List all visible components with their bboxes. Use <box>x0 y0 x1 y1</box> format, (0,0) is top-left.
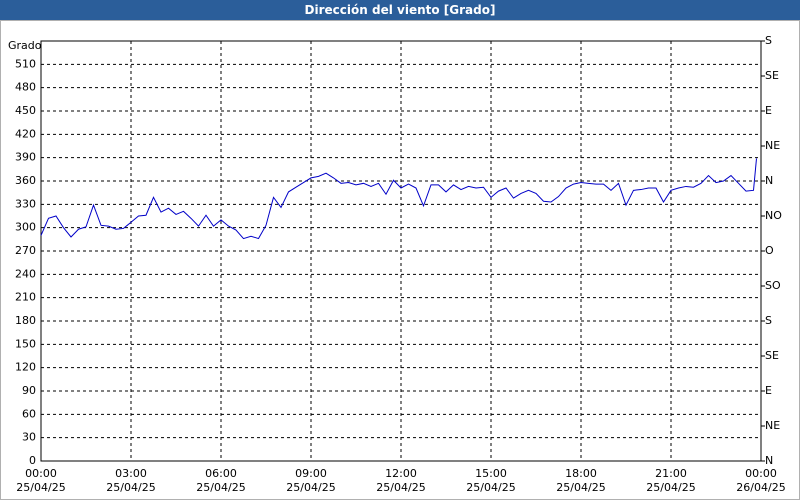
y-tick-label: 90 <box>22 384 36 397</box>
y2-tick-label: N <box>765 174 773 187</box>
y-tick-label: 60 <box>22 407 36 420</box>
y2-tick-label: SE <box>765 69 779 82</box>
y-tick-label: 300 <box>15 221 36 234</box>
y2-tick-label: S <box>765 34 772 47</box>
y2-tick-label: S <box>765 314 772 327</box>
x-tick-label: 00:00 25/04/25 <box>16 467 66 494</box>
y-tick-label: 480 <box>15 81 36 94</box>
y2-tick-label: N <box>765 454 773 467</box>
y-tick-label: 270 <box>15 244 36 257</box>
y-axis-label: Grado <box>8 39 42 52</box>
x-tick-label: 15:00 25/04/25 <box>466 467 516 494</box>
y-tick-label: 180 <box>15 314 36 327</box>
y2-tick-label: E <box>765 384 772 397</box>
y2-tick-label: SO <box>765 279 781 292</box>
y-tick-label: 330 <box>15 197 36 210</box>
y-tick-label: 150 <box>15 337 36 350</box>
y2-tick-label: O <box>765 244 774 257</box>
x-tick-label: 06:00 25/04/25 <box>196 467 246 494</box>
x-tick-label: 21:00 25/04/25 <box>646 467 696 494</box>
y-tick-label: 240 <box>15 267 36 280</box>
y-tick-label: 450 <box>15 104 36 117</box>
data-line <box>40 158 757 240</box>
x-tick-label: 18:00 25/04/25 <box>556 467 606 494</box>
x-tick-label: 03:00 25/04/25 <box>106 467 156 494</box>
y2-tick-label: NO <box>765 209 782 222</box>
y2-tick-label: NE <box>765 419 780 432</box>
y-tick-label: 210 <box>15 291 36 304</box>
y-tick-label: 360 <box>15 174 36 187</box>
frame <box>0 20 800 500</box>
y-tick-label: 120 <box>15 361 36 374</box>
x-tick-label: 09:00 25/04/25 <box>286 467 336 494</box>
chart-title: Dirección del viento [Grado] <box>0 0 800 20</box>
y-tick-label: 0 <box>29 454 36 467</box>
y-tick-label: 390 <box>15 151 36 164</box>
y2-tick-label: SE <box>765 349 779 362</box>
x-tick-label: 12:00 25/04/25 <box>376 467 426 494</box>
y-tick-label: 30 <box>22 431 36 444</box>
x-tick-label: 00:00 26/04/25 <box>736 467 786 494</box>
plot-area <box>40 40 762 462</box>
y2-tick-label: NE <box>765 139 780 152</box>
y2-tick-label: E <box>765 104 772 117</box>
y-tick-label: 420 <box>15 127 36 140</box>
y-tick-label: 510 <box>15 57 36 70</box>
